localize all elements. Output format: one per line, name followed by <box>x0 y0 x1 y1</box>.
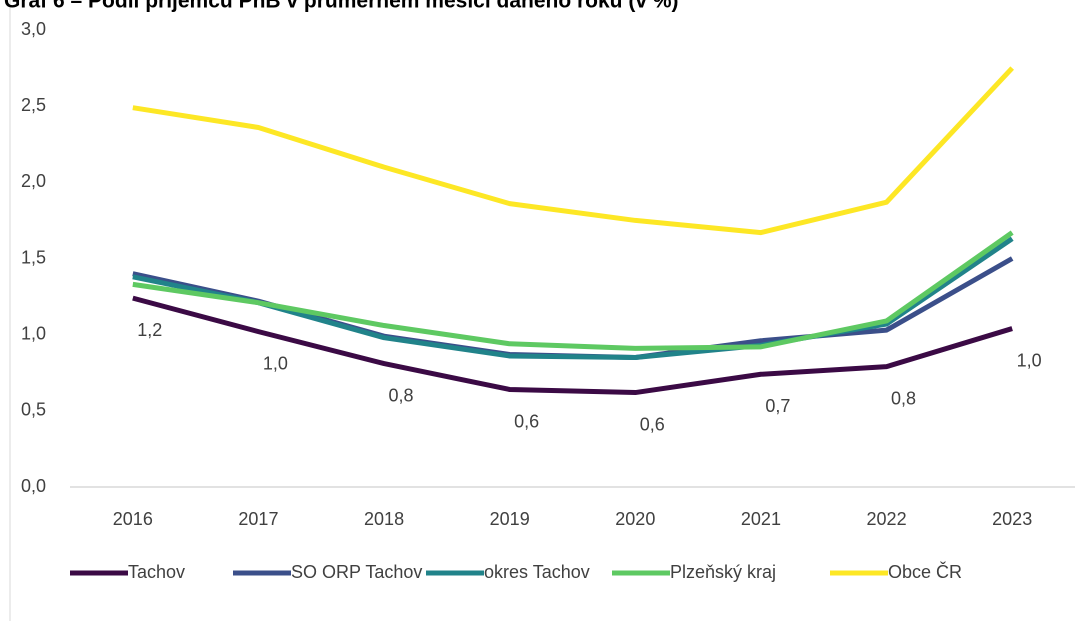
data-label: 1,0 <box>263 353 288 373</box>
chart-title: Graf 6 – Podíl příjemců PnB v průměrném … <box>4 0 679 13</box>
data-label: 0,6 <box>514 411 539 431</box>
x-tick-label: 2022 <box>867 509 907 529</box>
legend-label: Tachov <box>128 562 185 582</box>
y-tick-label: 1,0 <box>21 323 46 343</box>
y-tick-label: 3,0 <box>21 19 46 39</box>
y-tick-label: 0,0 <box>21 476 46 496</box>
y-tick-label: 1,5 <box>21 247 46 267</box>
data-label: 0,8 <box>389 385 414 405</box>
legend-label: Plzeňský kraj <box>670 562 776 582</box>
legend-label: Obce ČR <box>888 561 962 582</box>
x-tick-label: 2019 <box>490 509 530 529</box>
y-tick-label: 2,5 <box>21 95 46 115</box>
data-label: 1,2 <box>137 320 162 340</box>
data-label: 0,6 <box>640 414 665 434</box>
x-tick-label: 2018 <box>364 509 404 529</box>
series-line <box>132 295 1013 396</box>
data-label: 1,0 <box>1017 350 1042 370</box>
data-label: 0,7 <box>765 396 790 416</box>
x-tick-label: 2023 <box>992 509 1032 529</box>
y-tick-label: 0,5 <box>21 400 46 420</box>
series-line <box>132 256 1014 361</box>
x-tick-label: 2017 <box>238 509 278 529</box>
series-line <box>132 230 1014 351</box>
data-label: 0,8 <box>891 388 916 408</box>
legend-label: okres Tachov <box>484 562 590 582</box>
y-tick-label: 2,0 <box>21 171 46 191</box>
x-tick-label: 2021 <box>741 509 781 529</box>
series-line <box>132 66 1015 236</box>
x-tick-label: 2020 <box>615 509 655 529</box>
series-line <box>132 236 1014 361</box>
x-tick-label: 2016 <box>113 509 153 529</box>
legend-label: SO ORP Tachov <box>291 562 422 582</box>
